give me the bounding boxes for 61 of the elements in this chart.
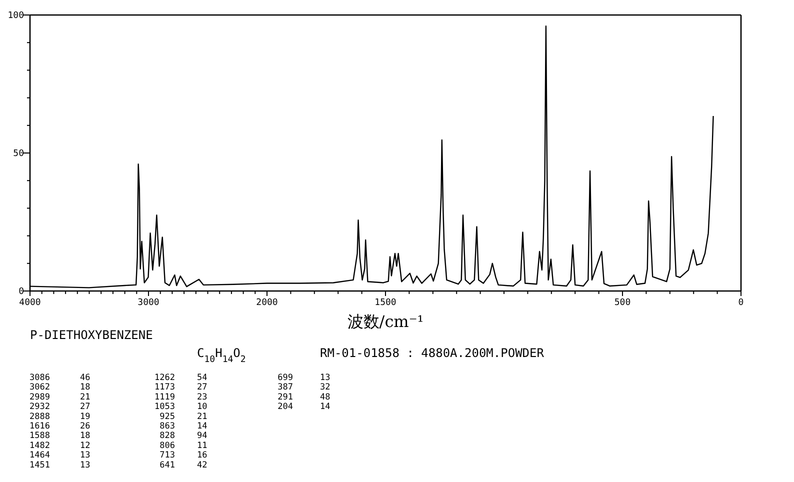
text: 46 <box>80 373 90 383</box>
text: 13 <box>320 373 330 383</box>
text: C$_{10}$H$_{14}$O$_{2}$ <box>197 346 246 365</box>
text: 713 <box>160 450 175 461</box>
text: 1119 <box>154 392 175 402</box>
text: 27 <box>80 402 90 412</box>
text: 387 <box>278 382 293 393</box>
x-tick-label: 1500 <box>374 298 396 308</box>
text: 3086 <box>30 373 50 383</box>
x-axis-title: 波数/cm⁻¹ <box>347 312 424 331</box>
text: 2888 <box>30 412 50 422</box>
text: 1616 <box>30 422 50 432</box>
text: 1173 <box>154 382 175 393</box>
text: 48 <box>320 392 330 402</box>
text: 2932 <box>30 402 50 412</box>
text: 1464 <box>30 450 50 461</box>
text: 13 <box>80 460 90 470</box>
x-tick-label: 2000 <box>256 298 278 308</box>
text: 54 <box>197 373 208 383</box>
text: 1262 <box>154 373 175 383</box>
text: 806 <box>160 440 175 451</box>
text: 18 <box>80 431 90 442</box>
text: 11 <box>197 440 208 451</box>
text: 641 <box>160 460 175 470</box>
text: 2989 <box>30 392 50 402</box>
y-tick-label: 100 <box>8 11 24 21</box>
text: 23 <box>197 392 208 402</box>
text: 26 <box>80 422 90 432</box>
text: 32 <box>320 382 330 393</box>
y-tick-label: 0 <box>18 287 24 297</box>
text: 21 <box>197 412 208 422</box>
text: 1482 <box>30 440 50 451</box>
text: 14 <box>320 402 330 412</box>
text: P-DIETHOXYBENZENE <box>30 328 153 342</box>
text: 1588 <box>30 431 50 442</box>
x-tick-label: 3000 <box>138 298 160 308</box>
text: 13 <box>80 450 90 461</box>
text: 42 <box>197 460 208 470</box>
text: 1451 <box>30 460 50 470</box>
text: 18 <box>80 382 90 393</box>
text: 12 <box>80 440 90 451</box>
text: 204 <box>278 402 293 412</box>
text: 3062 <box>30 382 50 393</box>
text: 10 <box>197 402 208 412</box>
text: 16 <box>197 450 208 461</box>
text: 21 <box>80 392 90 402</box>
text: 828 <box>160 431 175 442</box>
x-tick-label: 4000 <box>19 298 41 308</box>
text: 94 <box>197 431 208 442</box>
y-tick-label: 50 <box>13 149 24 159</box>
text: 14 <box>197 422 208 432</box>
text: 863 <box>160 422 175 432</box>
x-tick-label: 0 <box>738 298 744 308</box>
text: 27 <box>197 382 208 393</box>
text: 19 <box>80 412 90 422</box>
text: 699 <box>278 373 293 383</box>
x-tick-label: 500 <box>614 298 631 308</box>
text: 291 <box>278 392 293 402</box>
text: RM-01-01858 : 4880A.200M.POWDER <box>320 346 545 360</box>
text: 925 <box>160 412 175 422</box>
text: 1053 <box>154 402 175 412</box>
